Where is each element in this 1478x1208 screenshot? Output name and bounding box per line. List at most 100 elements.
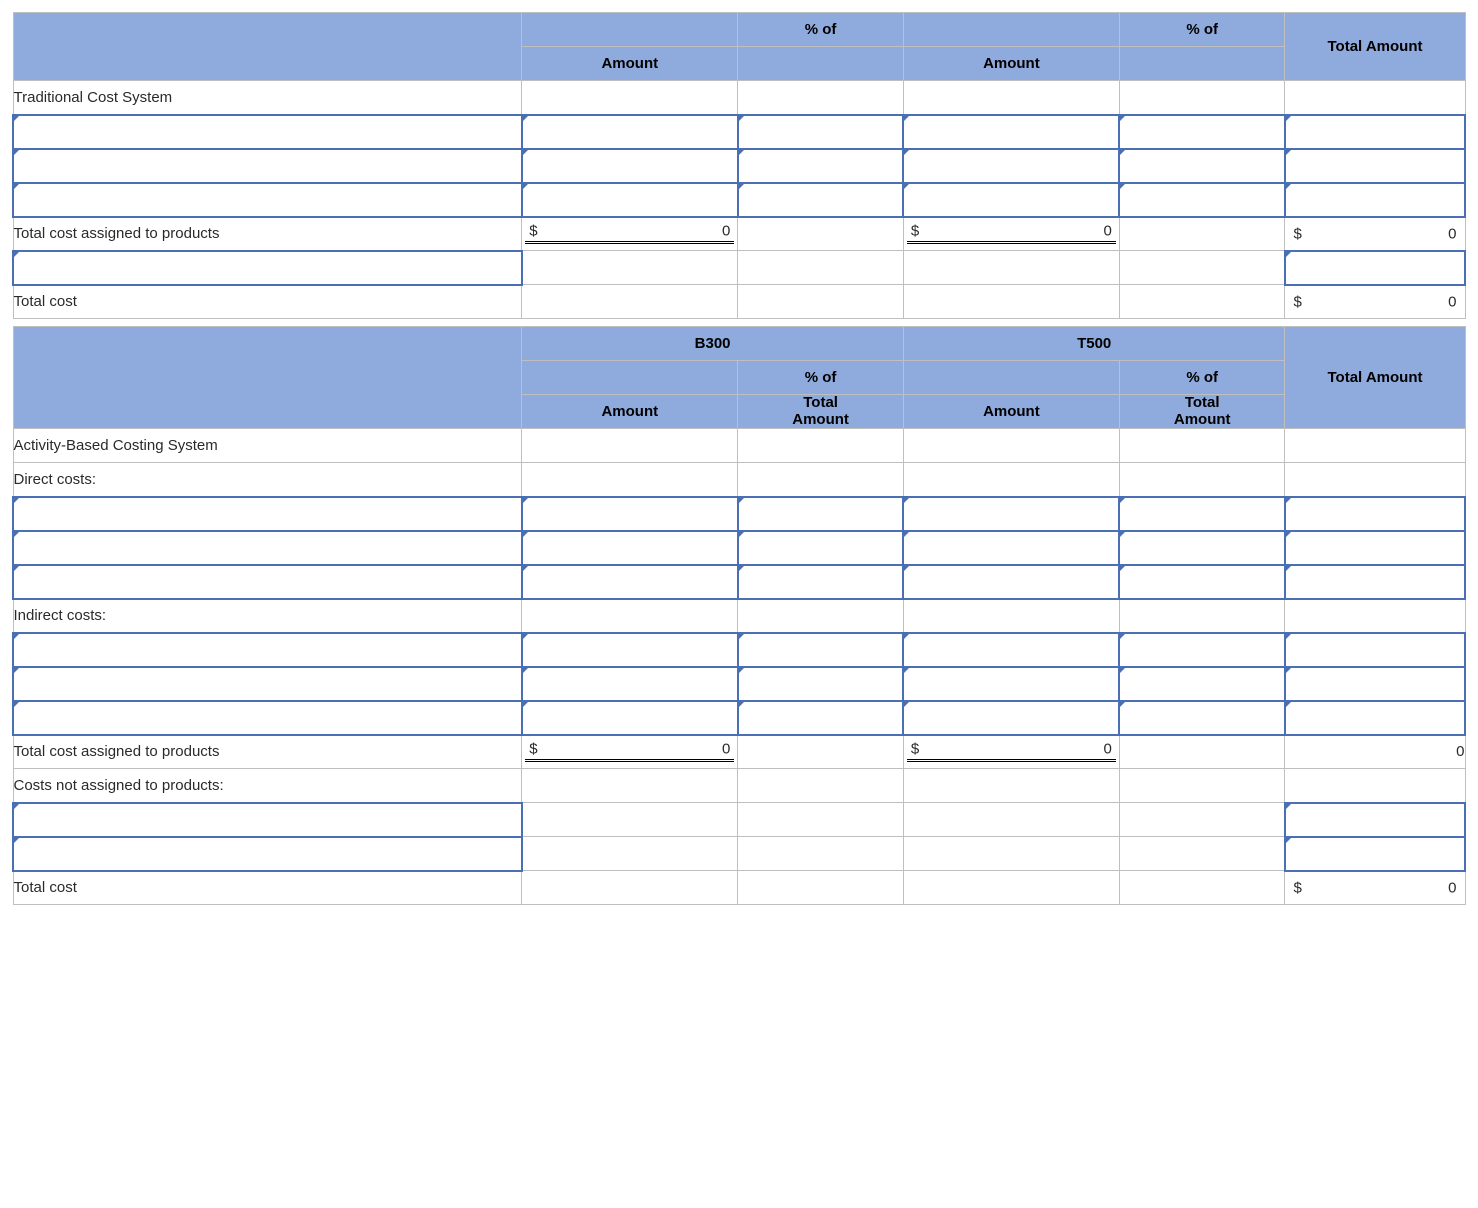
s2-i3-label[interactable] — [13, 701, 522, 735]
s2-i3-c5[interactable] — [1285, 701, 1465, 735]
s1-total-assigned-c5: $0 — [1285, 217, 1465, 251]
s1-total-assigned-c3: $0 — [903, 217, 1119, 251]
s2-d2-c5[interactable] — [1285, 531, 1465, 565]
s1-total-cost-row: Total cost $0 — [13, 285, 1465, 319]
s2-total-assigned-label: Total cost assigned to products — [13, 735, 522, 769]
s2-indirect-row: Indirect costs: — [13, 599, 1465, 633]
s1-r2-c1[interactable] — [522, 149, 738, 183]
s1-r3-c1[interactable] — [522, 183, 738, 217]
s2-header-row-1: B300 T500 Total Amount — [13, 327, 1465, 361]
s2-n2-c5[interactable] — [1285, 837, 1465, 871]
s2-n1-label[interactable] — [13, 803, 522, 837]
s2-n1 — [13, 803, 1465, 837]
s2-i2-label[interactable] — [13, 667, 522, 701]
s2-d2-c2[interactable] — [738, 531, 904, 565]
s2-d3-c5[interactable] — [1285, 565, 1465, 599]
s1-r1-c3[interactable] — [903, 115, 1119, 149]
s2-total-cost-row: Total cost $0 — [13, 871, 1465, 905]
s2-d1-label[interactable] — [13, 497, 522, 531]
s2-i3-c4[interactable] — [1119, 701, 1285, 735]
s1-r3-c5[interactable] — [1285, 183, 1465, 217]
s1-title: Traditional Cost System — [13, 81, 522, 115]
s2-d3-c1[interactable] — [522, 565, 738, 599]
s1-r2-label[interactable] — [13, 149, 522, 183]
s1-r2-c2[interactable] — [738, 149, 904, 183]
s2-total-assigned-c3: $0 — [903, 735, 1119, 769]
s2-i2-c3[interactable] — [903, 667, 1119, 701]
s2-direct-row: Direct costs: — [13, 463, 1465, 497]
s2-h-amt-2: Amount — [903, 395, 1119, 429]
s1-r2-c4[interactable] — [1119, 149, 1285, 183]
s1-input-row-1 — [13, 115, 1465, 149]
s1-post-label[interactable] — [13, 251, 522, 285]
s2-i3-c1[interactable] — [522, 701, 738, 735]
s2-d3-c3[interactable] — [903, 565, 1119, 599]
s2-i2-c2[interactable] — [738, 667, 904, 701]
s1-post-c5[interactable] — [1285, 251, 1465, 285]
s2-d1-c5[interactable] — [1285, 497, 1465, 531]
s1-r3-c3[interactable] — [903, 183, 1119, 217]
s2-d2-c1[interactable] — [522, 531, 738, 565]
s2-d2-c4[interactable] — [1119, 531, 1285, 565]
s2-h-sub-2: TotalAmount — [1119, 395, 1285, 429]
s2-h-amt-1: Amount — [522, 395, 738, 429]
s2-d1 — [13, 497, 1465, 531]
s2-d3-c2[interactable] — [738, 565, 904, 599]
s2-d2 — [13, 531, 1465, 565]
s2-notassigned-label: Costs not assigned to products: — [13, 769, 522, 803]
s1-r3-label[interactable] — [13, 183, 522, 217]
s1-r3-c4[interactable] — [1119, 183, 1285, 217]
s2-total-assigned-c1: $0 — [522, 735, 738, 769]
s2-total-cost-label: Total cost — [13, 871, 522, 905]
s1-r1-c4[interactable] — [1119, 115, 1285, 149]
s2-i2-c4[interactable] — [1119, 667, 1285, 701]
s1-r2-c5[interactable] — [1285, 149, 1465, 183]
s2-d1-c2[interactable] — [738, 497, 904, 531]
s2-d1-c3[interactable] — [903, 497, 1119, 531]
s1-post-row — [13, 251, 1465, 285]
s1-title-row: Traditional Cost System — [13, 81, 1465, 115]
s2-n1-c5[interactable] — [1285, 803, 1465, 837]
s2-notassigned-row: Costs not assigned to products: — [13, 769, 1465, 803]
s1-total-assigned-label: Total cost assigned to products — [13, 217, 522, 251]
s2-direct-label: Direct costs: — [13, 463, 522, 497]
s2-i3-c3[interactable] — [903, 701, 1119, 735]
s2-d3-label[interactable] — [13, 565, 522, 599]
s1-h-pct-1: % of — [738, 13, 904, 47]
s1-h-total: Total Amount — [1285, 13, 1465, 81]
s2-d1-c1[interactable] — [522, 497, 738, 531]
s2-total-cost-c5: $0 — [1285, 871, 1465, 905]
s2-i1-c3[interactable] — [903, 633, 1119, 667]
s2-h-sub-1: TotalAmount — [738, 395, 904, 429]
s2-title-row: Activity-Based Costing System — [13, 429, 1465, 463]
s2-i1-c1[interactable] — [522, 633, 738, 667]
s1-r1-label[interactable] — [13, 115, 522, 149]
s2-i2-c1[interactable] — [522, 667, 738, 701]
s1-h-pct-2: % of — [1119, 13, 1285, 47]
s2-i1-label[interactable] — [13, 633, 522, 667]
s2-d2-c3[interactable] — [903, 531, 1119, 565]
cost-comparison-table: % of % of Total Amount Amount Amount Tra… — [12, 12, 1466, 905]
s1-r2-c3[interactable] — [903, 149, 1119, 183]
s2-indirect-label: Indirect costs: — [13, 599, 522, 633]
s2-i1-c5[interactable] — [1285, 633, 1465, 667]
s1-r1-c2[interactable] — [738, 115, 904, 149]
s2-i3-c2[interactable] — [738, 701, 904, 735]
s2-i1-c2[interactable] — [738, 633, 904, 667]
s2-i3 — [13, 701, 1465, 735]
s2-h-total: Total Amount — [1285, 327, 1465, 429]
s1-input-row-3 — [13, 183, 1465, 217]
s2-d1-c4[interactable] — [1119, 497, 1285, 531]
s2-total-assigned-row: Total cost assigned to products $0 $0 0 — [13, 735, 1465, 769]
s1-r1-c1[interactable] — [522, 115, 738, 149]
s1-r3-c2[interactable] — [738, 183, 904, 217]
s2-total-assigned-c5: 0 — [1285, 735, 1465, 769]
s1-total-assigned-row: Total cost assigned to products $0 $0 $0 — [13, 217, 1465, 251]
s2-n2-label[interactable] — [13, 837, 522, 871]
s2-d3-c4[interactable] — [1119, 565, 1285, 599]
s2-i2-c5[interactable] — [1285, 667, 1465, 701]
s1-r1-c5[interactable] — [1285, 115, 1465, 149]
s2-i1-c4[interactable] — [1119, 633, 1285, 667]
s2-h-group-2: T500 — [903, 327, 1285, 361]
s2-d2-label[interactable] — [13, 531, 522, 565]
